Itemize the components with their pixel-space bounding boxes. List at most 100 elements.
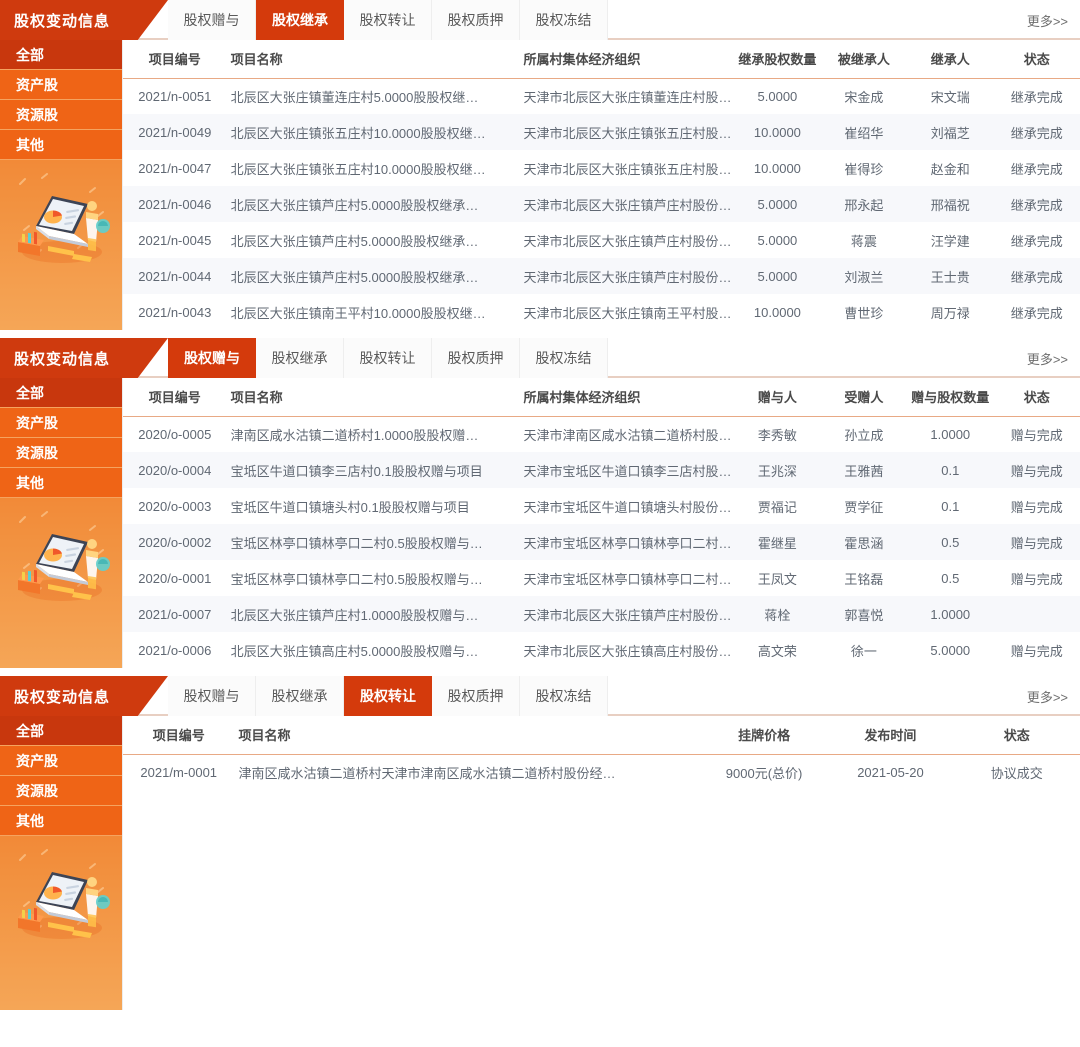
table-row[interactable]: 2021/o-0007 北辰区大张庄镇芦庄村1.0000股股权赠与… 天津市北辰区大… (123, 596, 1080, 632)
table-cell: 5.0000 (757, 88, 798, 104)
sidebar-item-2[interactable]: 资产股 (0, 70, 122, 100)
column-header-4: 发布时间 (827, 716, 954, 755)
table-cell: 天津市北辰区大张庄镇芦庄村股份… (523, 197, 732, 213)
table-row[interactable]: 2021/n-0047 北辰区大张庄镇张五庄村10.0000股股权继… 天津市北辰区… (123, 150, 1080, 186)
column-header-4: 继承股权数量 (734, 40, 821, 79)
table-row[interactable]: 2020/o-0004 宝坻区牛道口镇李三店村0.1股股权赠与项目 天津市宝坻区牛道… (123, 452, 1080, 488)
table-cell: 天津市宝坻区牛道口镇塘头村股份… (523, 499, 732, 515)
table-cell: 崔得珍 (844, 161, 884, 177)
sidebar-item-2[interactable]: 资产股 (0, 408, 122, 438)
panel-header: 股权变动信息 股权赠与 股权继承 股权转让 股权质押 股权冻结 更多>> (0, 338, 1080, 378)
table-row[interactable]: 2020/o-0002 宝坻区林亭口镇林亭口二村0.5股股权赠与… 天津市宝坻区林亭… (123, 524, 1080, 560)
table-row[interactable]: 2020/o-0001 宝坻区林亭口镇林亭口二村0.5股股权赠与… 天津市宝坻区林亭… (123, 560, 1080, 596)
table-cell: 2021-05-20 (857, 764, 924, 780)
table-cell: 赠与完成 (1010, 499, 1063, 515)
table-cell: 10.0000 (753, 160, 801, 176)
table-cell: 徐一 (850, 643, 877, 659)
column-header-6: 继承人 (907, 40, 994, 79)
table-header-row: 项目编号 项目名称 所属村集体经济组织 赠与人 受赠人 赠与股权数量 状态 (123, 378, 1080, 417)
more-link[interactable]: 更多>> (1026, 689, 1068, 705)
table-cell: 天津市北辰区大张庄镇南王平村股… (523, 305, 732, 321)
analytics-illustration-icon (18, 849, 110, 939)
table-cell: 郭喜悦 (844, 607, 884, 623)
table-cell: 2021/o-0006 (138, 642, 212, 658)
tab-3[interactable]: 股权转让 (344, 338, 432, 378)
table-cell: 北辰区大张庄镇董连庄村5.0000股股权继… (230, 89, 479, 105)
sidebar-item-3[interactable]: 资源股 (0, 100, 122, 130)
column-header-5: 状态 (953, 716, 1080, 755)
equity-change-panel: 股权变动信息 股权赠与 股权继承 股权转让 股权质押 股权冻结 更多>> 全部 资产股 资源股 其他 (0, 676, 1080, 1010)
table-cell: 赵金和 (930, 161, 970, 177)
tab-3[interactable]: 股权转让 (344, 0, 432, 40)
tab-4[interactable]: 股权质押 (432, 676, 520, 716)
table-row[interactable]: 2020/o-0005 津南区咸水沽镇二道桥村1.0000股股权赠… 天津市津南区咸… (123, 416, 1080, 452)
panel-brand-title: 股权变动信息 (0, 0, 168, 40)
table-header-row: 项目编号 项目名称 所属村集体经济组织 继承股权数量 被继承人 继承人 状态 (123, 40, 1080, 79)
table-row[interactable]: 2020/o-0003 宝坻区牛道口镇塘头村0.1股股权赠与项目 天津市宝坻区牛道口… (123, 488, 1080, 524)
more-link[interactable]: 更多>> (1026, 13, 1068, 29)
tab-2[interactable]: 股权继承 (256, 676, 344, 716)
table-cell: 王士贵 (930, 269, 970, 285)
panel-gap (0, 330, 1080, 338)
table-cell: 宝坻区林亭口镇林亭口二村0.5股股权赠与… (230, 571, 483, 587)
table-row[interactable]: 2021/n-0049 北辰区大张庄镇张五庄村10.0000股股权继… 天津市北辰区… (123, 114, 1080, 150)
tab-1[interactable]: 股权赠与 (168, 0, 256, 40)
table-cell: 5.0000 (930, 642, 971, 658)
sidebar-item-1[interactable]: 全部 (0, 378, 122, 408)
table-cell: 1.0000 (930, 606, 971, 622)
more-link[interactable]: 更多>> (1026, 351, 1068, 367)
table-cell: 汪学建 (930, 233, 970, 249)
tab-4[interactable]: 股权质押 (432, 338, 520, 378)
table-container: 项目编号 项目名称 所属村集体经济组织 赠与人 受赠人 赠与股权数量 状态 2020/o-00… (122, 378, 1080, 668)
table-cell: 王雅茜 (844, 463, 884, 479)
sidebar-item-4[interactable]: 其他 (0, 468, 122, 498)
table-cell: 9000元(总价) (725, 765, 803, 781)
table-cell: 天津市北辰区大张庄镇芦庄村股份… (523, 269, 732, 285)
sidebar-item-3[interactable]: 资源股 (0, 776, 122, 806)
table-cell: 2021/n-0046 (138, 196, 212, 212)
tab-5[interactable]: 股权冻结 (520, 676, 608, 716)
table-cell: 北辰区大张庄镇芦庄村5.0000股股权继承… (230, 197, 479, 213)
sidebar-item-1[interactable]: 全部 (0, 40, 122, 70)
sidebar-item-1[interactable]: 全部 (0, 716, 122, 746)
tab-5[interactable]: 股权冻结 (520, 338, 608, 378)
table-row[interactable]: 2021/n-0044 北辰区大张庄镇芦庄村5.0000股股权继承… 天津市北辰区大… (123, 258, 1080, 294)
table-cell: 曹世珍 (844, 305, 884, 321)
column-header-1: 项目编号 (123, 40, 221, 79)
tab-2[interactable]: 股权继承 (256, 338, 344, 378)
tab-3[interactable]: 股权转让 (344, 676, 432, 716)
table-cell: 10.0000 (753, 304, 801, 320)
table-row[interactable]: 2021/o-0006 北辰区大张庄镇高庄村5.0000股股权赠与… 天津市北辰区大… (123, 632, 1080, 668)
table-cell: 邢福祝 (930, 197, 970, 213)
table-row[interactable]: 2021/m-0001 津南区咸水沽镇二道桥村天津市津南区咸水沽镇二道桥村股份经…… (123, 754, 1080, 790)
sidebar-item-4[interactable]: 其他 (0, 130, 122, 160)
table-cell: 10.0000 (753, 124, 801, 140)
tab-1[interactable]: 股权赠与 (168, 676, 256, 716)
table-cell: 2020/o-0003 (138, 498, 212, 514)
table-row[interactable]: 2021/n-0051 北辰区大张庄镇董连庄村5.0000股股权继… 天津市北辰区大… (123, 78, 1080, 114)
table-cell: 2021/m-0001 (140, 764, 218, 780)
sidebar-item-2[interactable]: 资产股 (0, 746, 122, 776)
table-cell: 王铭磊 (844, 571, 884, 587)
table-cell: 天津市津南区咸水沽镇二道桥村股… (523, 427, 732, 443)
tab-4[interactable]: 股权质押 (432, 0, 520, 40)
table-row[interactable]: 2021/n-0043 北辰区大张庄镇南王平村10.0000股股权继… 天津市北辰区… (123, 294, 1080, 330)
table-cell: 北辰区大张庄镇张五庄村10.0000股股权继… (230, 161, 486, 177)
sidebar-item-3[interactable]: 资源股 (0, 438, 122, 468)
table-cell: 宝坻区牛道口镇塘头村0.1股股权赠与项目 (230, 499, 470, 515)
tab-5[interactable]: 股权冻结 (520, 0, 608, 40)
table-cell: 赠与完成 (1010, 643, 1063, 659)
tab-bar: 股权赠与 股权继承 股权转让 股权质押 股权冻结 (168, 676, 608, 716)
table-cell: 津南区咸水沽镇二道桥村天津市津南区咸水沽镇二道桥村股份经… (238, 765, 616, 781)
table-row[interactable]: 2021/n-0045 北辰区大张庄镇芦庄村5.0000股股权继承… 天津市北辰区大… (123, 222, 1080, 258)
tab-2[interactable]: 股权继承 (256, 0, 344, 40)
table-cell: 赠与完成 (1010, 535, 1063, 551)
table-row[interactable]: 2021/n-0046 北辰区大张庄镇芦庄村5.0000股股权继承… 天津市北辰区大… (123, 186, 1080, 222)
tab-1[interactable]: 股权赠与 (168, 338, 256, 378)
sidebar-item-4[interactable]: 其他 (0, 806, 122, 836)
table-cell: 刘淑兰 (844, 269, 884, 285)
panel-body: 全部 资产股 资源股 其他 (0, 716, 1080, 1010)
table-cell: 刘福芝 (930, 125, 970, 141)
table-cell: 霍继星 (757, 535, 797, 551)
table-container: 项目编号 项目名称 所属村集体经济组织 继承股权数量 被继承人 继承人 状态 2021/n-0… (122, 40, 1080, 330)
